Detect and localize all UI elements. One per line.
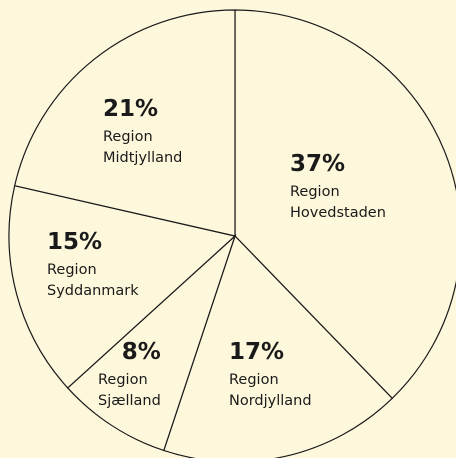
slice-label: 15% Region Syddanmark xyxy=(47,228,139,302)
slice-label: 21% Region Midtjylland xyxy=(103,95,182,169)
percent-label: 8% xyxy=(121,339,161,365)
pie-slice xyxy=(8,184,237,389)
pie-slice xyxy=(163,234,394,458)
percent-label: 21% xyxy=(103,96,159,122)
pie-slice xyxy=(66,234,237,452)
percent-label: 37% xyxy=(290,151,346,177)
slice-label: 37% Region Hovedstaden xyxy=(290,150,386,224)
category-label: Region Midtjylland xyxy=(103,129,183,166)
slice-label: 8% Region Sjælland xyxy=(98,338,161,412)
slice-label: 17% Region Nordjylland xyxy=(229,338,312,412)
percent-label: 17% xyxy=(229,339,285,365)
pie-slice xyxy=(234,9,456,400)
category-label: Region Hovedstaden xyxy=(290,184,386,221)
category-label: Region Syddanmark xyxy=(47,262,139,299)
percent-label: 15% xyxy=(47,229,103,255)
pie-slice xyxy=(13,9,236,237)
category-label: Region Nordjylland xyxy=(229,372,312,409)
category-label: Region Sjælland xyxy=(98,372,161,409)
